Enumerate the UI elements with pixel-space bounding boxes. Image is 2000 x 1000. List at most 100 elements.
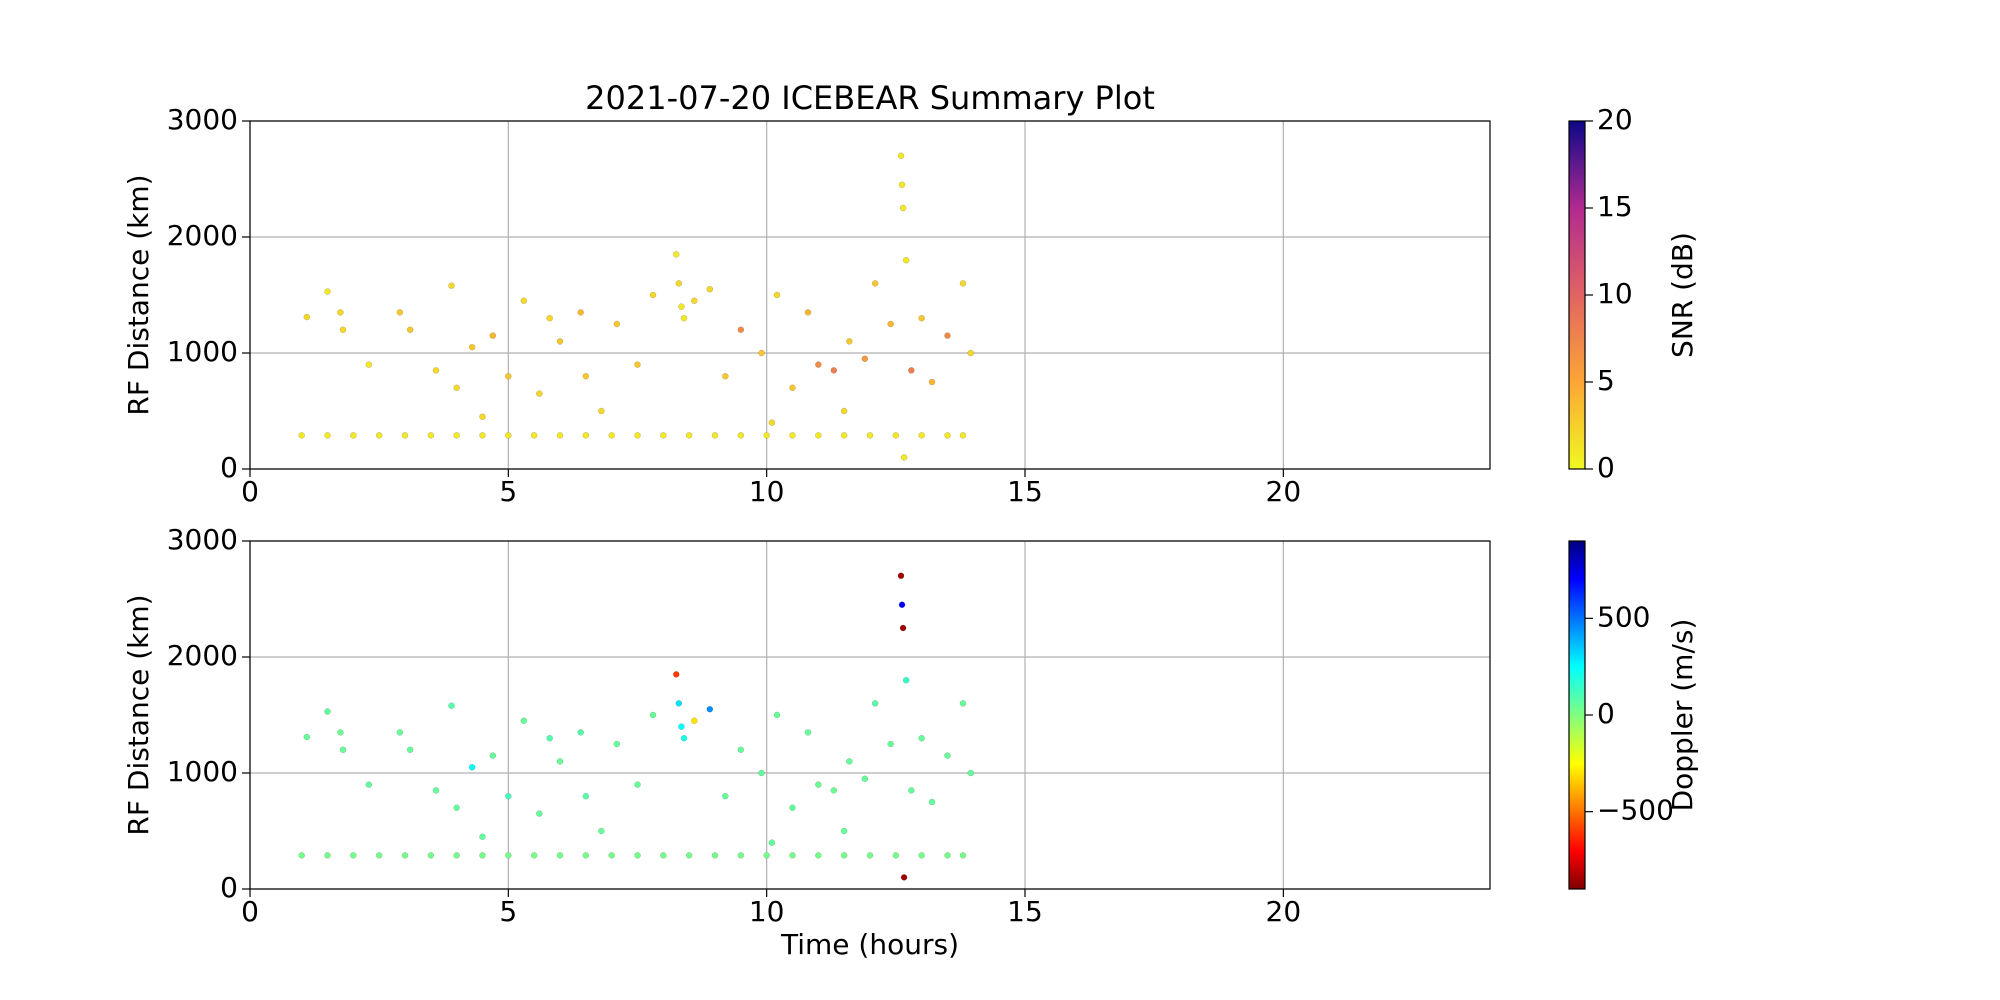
data-point (789, 384, 796, 392)
data-point (453, 804, 460, 812)
data-point (691, 717, 698, 725)
data-point (520, 717, 528, 725)
data-point (789, 852, 796, 859)
data-point (634, 852, 641, 859)
data-point (706, 285, 714, 293)
x-tick-label: 20 (1266, 895, 1302, 928)
data-point (598, 407, 605, 415)
data-point (406, 326, 414, 334)
data-point (691, 297, 698, 305)
data-point (830, 367, 838, 374)
data-point (722, 372, 729, 380)
data-point (479, 833, 486, 841)
data-point (685, 432, 693, 439)
data-point (427, 432, 435, 439)
data-point (448, 702, 455, 709)
x-axis-label: Time (hours) (780, 928, 959, 961)
data-point (846, 338, 853, 345)
y-tick-label: 2000 (167, 639, 238, 672)
data-point (846, 758, 853, 765)
data-point (840, 407, 848, 415)
data-point (944, 752, 951, 759)
data-point (804, 729, 812, 736)
data-point (298, 432, 305, 439)
data-point (298, 852, 305, 859)
data-point (908, 367, 915, 374)
colorbar (1568, 540, 1586, 890)
data-point (453, 852, 460, 859)
y-tick-label: 2000 (167, 219, 238, 252)
data-point (887, 740, 894, 748)
data-point (556, 758, 564, 765)
colorbar-tick-label: 0 (1597, 697, 1615, 730)
data-point (427, 852, 435, 859)
data-point (448, 282, 455, 289)
data-point (634, 361, 641, 368)
data-point (536, 390, 543, 397)
plot-frame (249, 120, 1491, 470)
data-point (577, 729, 584, 736)
data-point (598, 827, 605, 835)
data-point (324, 852, 331, 859)
data-point (556, 338, 564, 345)
data-point (375, 432, 383, 439)
y-tick-label: 1000 (167, 755, 238, 788)
data-point (401, 852, 409, 859)
data-point (899, 624, 907, 632)
x-tick-label: 0 (241, 475, 259, 508)
y-tick-label: 3000 (167, 103, 238, 136)
y-axis-label: RF Distance (km) (122, 174, 155, 415)
data-point (918, 314, 925, 322)
data-point (634, 432, 641, 439)
data-point (673, 671, 680, 678)
data-point (892, 852, 900, 859)
data-point (887, 320, 894, 328)
data-point (673, 251, 680, 258)
data-point (871, 700, 879, 707)
colorbar-label: SNR (dB) (1666, 232, 1699, 358)
data-point (468, 763, 476, 771)
data-point (432, 367, 440, 374)
data-point (660, 852, 667, 859)
data-point (678, 723, 685, 730)
data-point (892, 432, 900, 439)
data-point (530, 852, 538, 859)
data-point (556, 432, 564, 439)
data-point (967, 769, 974, 777)
data-point (944, 432, 951, 439)
data-point (337, 729, 344, 736)
data-point (758, 349, 765, 357)
data-point (871, 280, 879, 287)
colorbar-tick-label: −500 (1597, 794, 1674, 827)
data-point (608, 852, 615, 859)
data-point (866, 432, 874, 439)
data-point (918, 852, 925, 859)
data-point (608, 432, 615, 439)
data-point (582, 792, 590, 800)
data-point (303, 313, 311, 321)
data-point (489, 752, 497, 759)
data-point (711, 852, 719, 859)
data-point (649, 711, 657, 719)
data-point (582, 432, 590, 439)
data-point (840, 827, 848, 835)
data-point (737, 326, 745, 334)
data-point (815, 432, 822, 439)
x-tick-label: 15 (1007, 895, 1043, 928)
data-point (928, 798, 936, 806)
data-point (737, 746, 745, 754)
data-point (902, 676, 910, 684)
data-point (897, 152, 905, 160)
data-point (763, 432, 770, 439)
data-point (350, 852, 357, 859)
data-point (396, 729, 404, 736)
data-point (685, 852, 693, 859)
data-point (468, 343, 476, 351)
data-point (737, 852, 745, 859)
data-point (815, 852, 822, 859)
x-tick-label: 0 (241, 895, 259, 928)
data-point (406, 746, 414, 754)
data-point (660, 432, 667, 439)
data-point (303, 733, 311, 741)
